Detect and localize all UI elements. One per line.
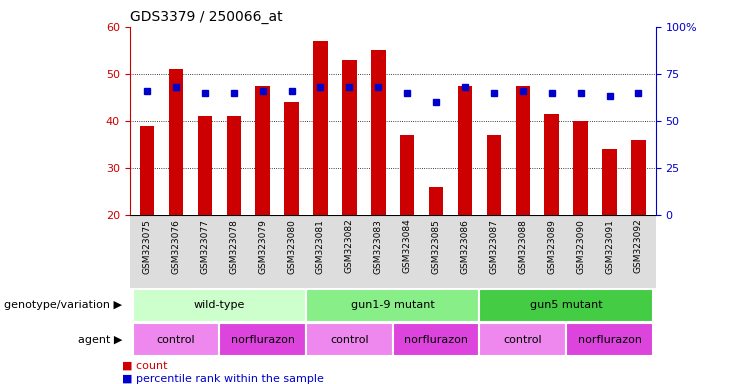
- Text: GSM323076: GSM323076: [171, 219, 180, 273]
- Bar: [313, 41, 328, 215]
- Text: genotype/variation ▶: genotype/variation ▶: [4, 300, 122, 310]
- Bar: [479, 323, 566, 356]
- Bar: [256, 86, 270, 215]
- Bar: [566, 323, 653, 356]
- Bar: [198, 116, 212, 215]
- Bar: [574, 121, 588, 215]
- Text: GSM323085: GSM323085: [431, 219, 441, 273]
- Bar: [516, 86, 530, 215]
- Bar: [545, 114, 559, 215]
- Text: GSM323077: GSM323077: [200, 219, 210, 273]
- Bar: [631, 140, 645, 215]
- Bar: [458, 86, 472, 215]
- Text: ■ percentile rank within the sample: ■ percentile rank within the sample: [122, 374, 324, 384]
- Text: GSM323086: GSM323086: [460, 219, 470, 273]
- Bar: [479, 289, 653, 322]
- Bar: [219, 323, 306, 356]
- Bar: [306, 289, 479, 322]
- Text: GDS3379 / 250066_at: GDS3379 / 250066_at: [130, 10, 282, 25]
- Bar: [306, 323, 393, 356]
- Text: GSM323092: GSM323092: [634, 219, 643, 273]
- Text: gun1-9 mutant: gun1-9 mutant: [350, 300, 435, 310]
- Text: ■ count: ■ count: [122, 360, 167, 370]
- Bar: [429, 187, 443, 215]
- Text: GSM323081: GSM323081: [316, 219, 325, 273]
- Bar: [285, 102, 299, 215]
- Text: GSM323090: GSM323090: [576, 219, 585, 273]
- Text: GSM323080: GSM323080: [287, 219, 296, 273]
- Text: GSM323083: GSM323083: [373, 219, 383, 273]
- Text: GSM323078: GSM323078: [229, 219, 239, 273]
- Text: control: control: [330, 335, 369, 345]
- Bar: [133, 289, 306, 322]
- Text: GSM323079: GSM323079: [258, 219, 268, 273]
- Text: control: control: [503, 335, 542, 345]
- Bar: [393, 323, 479, 356]
- Text: GSM323088: GSM323088: [518, 219, 528, 273]
- Text: GSM323089: GSM323089: [547, 219, 556, 273]
- Bar: [487, 135, 501, 215]
- Text: norflurazon: norflurazon: [404, 335, 468, 345]
- Text: GSM323084: GSM323084: [402, 219, 412, 273]
- Bar: [400, 135, 414, 215]
- Text: norflurazon: norflurazon: [230, 335, 295, 345]
- Text: norflurazon: norflurazon: [577, 335, 642, 345]
- Text: GSM323082: GSM323082: [345, 219, 354, 273]
- Bar: [371, 50, 385, 215]
- Text: control: control: [156, 335, 195, 345]
- Text: GSM323091: GSM323091: [605, 219, 614, 273]
- Bar: [602, 149, 617, 215]
- Bar: [227, 116, 241, 215]
- Bar: [140, 126, 154, 215]
- Text: GSM323087: GSM323087: [489, 219, 499, 273]
- Text: wild-type: wild-type: [193, 300, 245, 310]
- Text: GSM323075: GSM323075: [142, 219, 151, 273]
- Text: agent ▶: agent ▶: [78, 335, 122, 345]
- Text: gun5 mutant: gun5 mutant: [530, 300, 602, 310]
- Bar: [169, 69, 183, 215]
- Bar: [133, 323, 219, 356]
- Bar: [342, 60, 356, 215]
